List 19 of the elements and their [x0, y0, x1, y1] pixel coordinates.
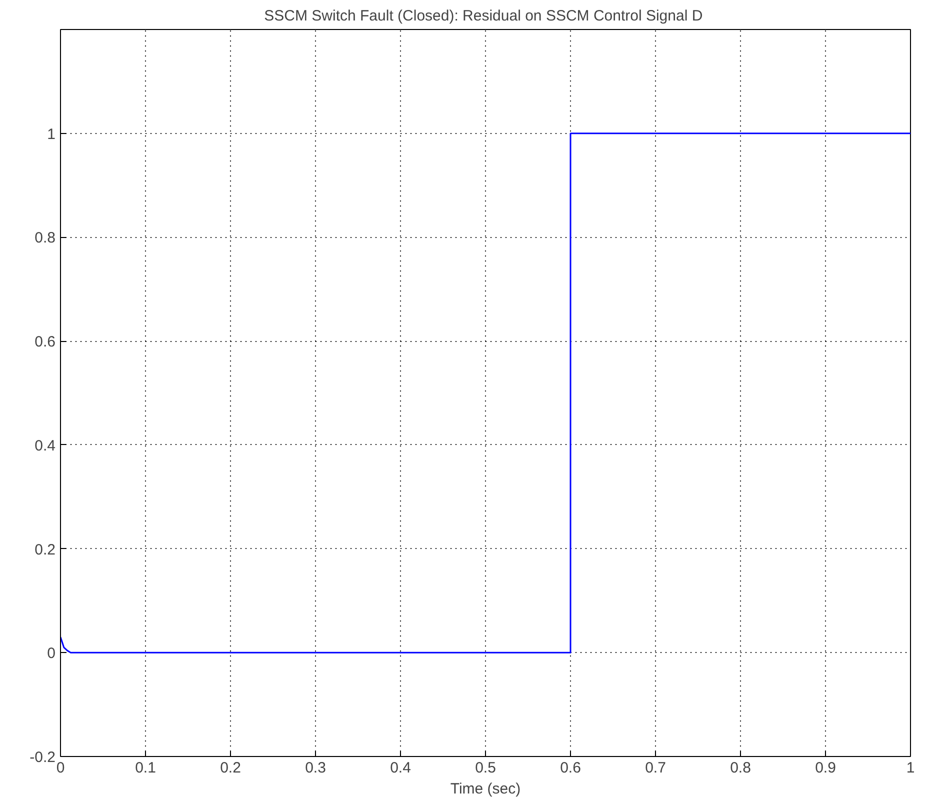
x-tick-label: 0.3 [305, 760, 326, 776]
y-tick-label: 0.8 [34, 230, 56, 247]
y-tick-label: 0.6 [34, 334, 56, 351]
x-tick-label: 0.8 [730, 760, 751, 776]
x-axis-title: Time (sec) [450, 780, 521, 798]
x-tick-label: 0.4 [390, 760, 411, 776]
y-tick-label: 0 [47, 645, 56, 662]
chart-title: SSCM Switch Fault (Closed): Residual on SSCM Control Signal D [264, 8, 703, 24]
x-tick-label: 0.2 [220, 760, 241, 776]
x-tick-label: 0.9 [815, 760, 836, 776]
x-tick-label: 0.6 [560, 760, 581, 776]
x-tick-label: 0.1 [135, 760, 156, 776]
x-tick-label: 1 [906, 760, 915, 776]
y-tick-label: 1 [47, 126, 56, 143]
y-tick-label: 0.2 [34, 541, 56, 558]
y-tick-label: 0.4 [34, 437, 56, 454]
x-tick-label: 0.5 [475, 760, 496, 776]
y-tick-label: -0.2 [30, 749, 56, 766]
x-tick-label: 0.7 [645, 760, 666, 776]
